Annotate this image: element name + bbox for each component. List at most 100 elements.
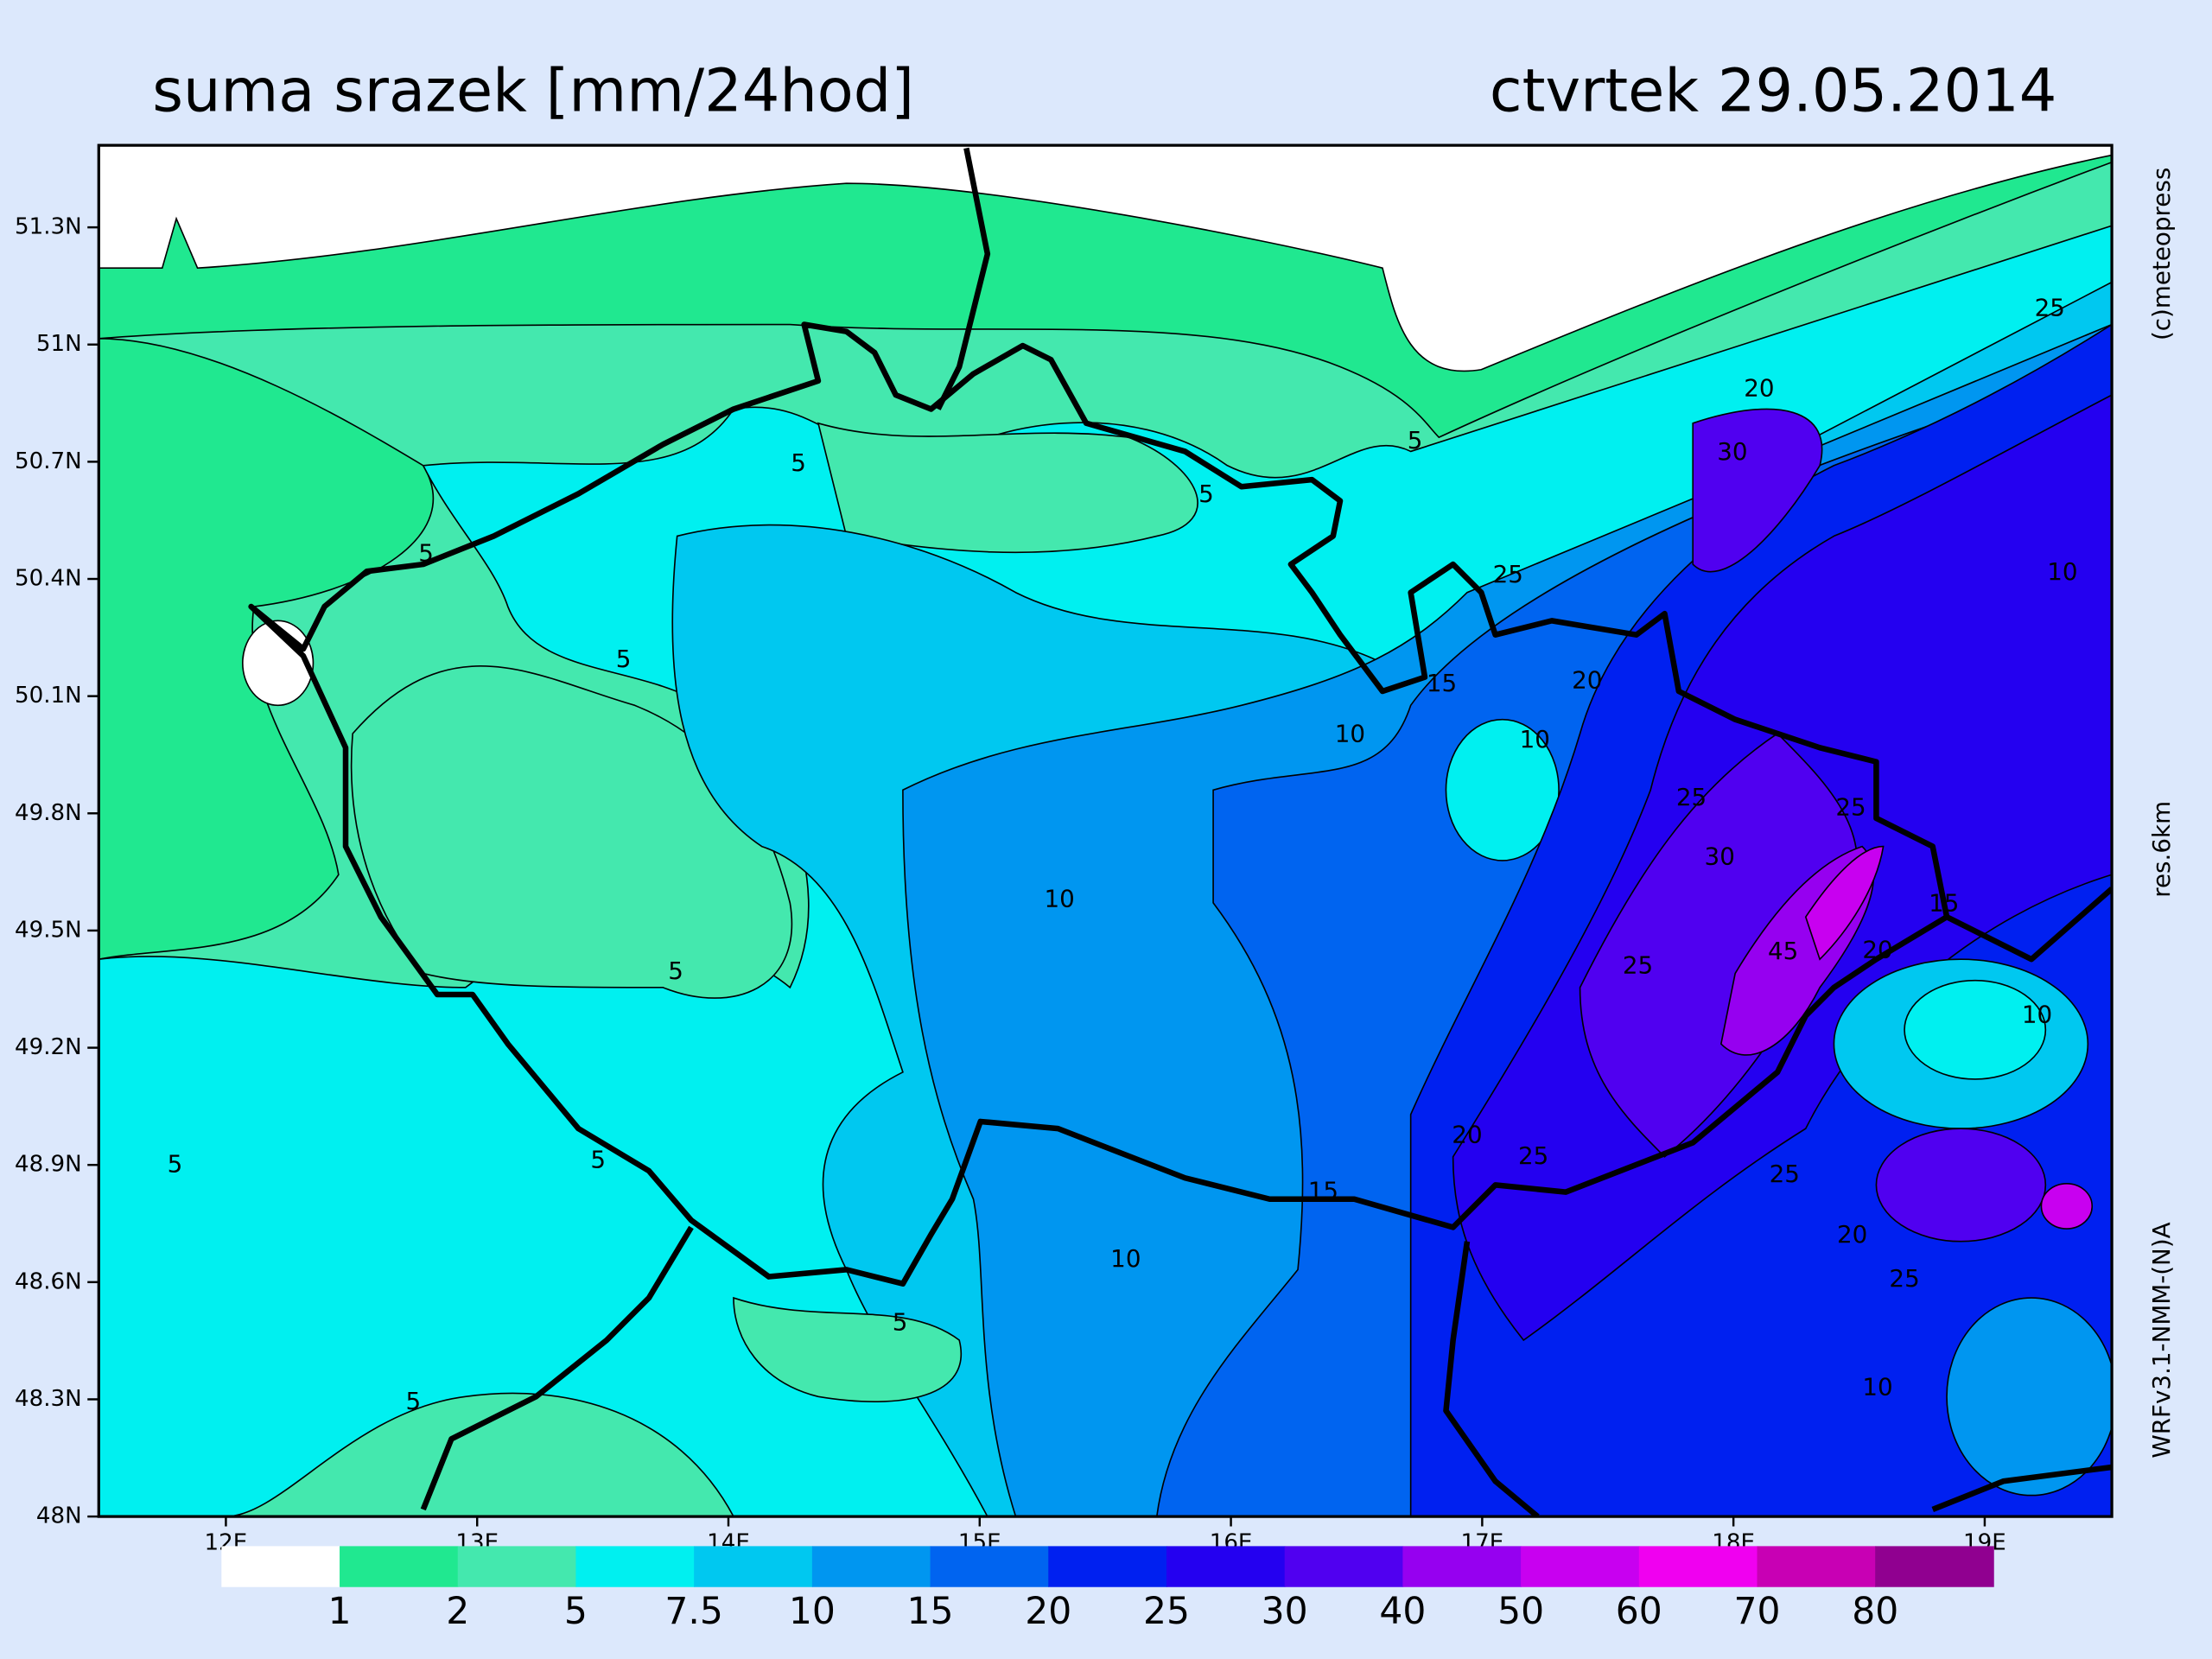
legend-swatch (1048, 1546, 1167, 1587)
title: suma srazek [mm/24hod] (152, 56, 914, 125)
legend-swatch (1284, 1546, 1404, 1587)
legend-swatch (457, 1546, 577, 1587)
country-border (935, 147, 991, 410)
lat-tick-label: 51.3N (15, 214, 82, 240)
contour-label: 45 (1768, 937, 1798, 965)
contour-label: 15 (1929, 889, 1959, 918)
contour-label: 5 (1408, 426, 1423, 454)
lat-tick-label: 48.3N (15, 1386, 82, 1412)
country-border (1945, 887, 2113, 963)
country-border (1931, 1464, 2113, 1512)
contour-label: 15 (1308, 1177, 1338, 1205)
resolution: res.6km (2147, 801, 2176, 898)
contour-label: 20 (1572, 666, 1602, 695)
legend-label: 70 (1734, 1591, 1781, 1633)
contour-label: 10 (1335, 720, 1365, 748)
contour-label: 25 (1676, 783, 1707, 811)
date: ctvrtek 29.05.2014 (1490, 56, 2056, 125)
contour-label: 10 (1520, 725, 1550, 753)
precip-area (733, 1296, 962, 1403)
contour-label: 25 (1835, 793, 1866, 822)
lat-tick-label: 49.2N (15, 1034, 82, 1060)
contour-label: 5 (893, 1307, 908, 1336)
contour-label: 5 (406, 1387, 422, 1415)
map-frame (97, 143, 2113, 1518)
legend-label: 10 (789, 1591, 836, 1633)
legend-label: 50 (1497, 1591, 1544, 1633)
contour-label: 20 (1452, 1120, 1482, 1148)
legend-swatch (930, 1546, 1050, 1587)
contour-label: 25 (1518, 1141, 1548, 1170)
country-border (420, 1225, 694, 1511)
contour-label: 10 (2022, 1001, 2052, 1029)
lat-tick-label: 48N (36, 1503, 82, 1529)
legend-swatch (1166, 1546, 1286, 1587)
contour-label: 5 (418, 539, 434, 568)
precip-area (1904, 979, 2047, 1080)
legend-label: 7.5 (664, 1591, 722, 1633)
contour-label: 30 (1705, 842, 1735, 871)
contour-label: 10 (2047, 557, 2077, 586)
contour-label: 5 (168, 1150, 183, 1179)
contour-label: 25 (1493, 560, 1523, 588)
lat-tick-label: 48.6N (15, 1268, 82, 1294)
precip-area (1692, 408, 1823, 573)
contour-label: 25 (2035, 294, 2065, 322)
lat-tick-label: 48.9N (15, 1152, 82, 1178)
legend-label: 5 (564, 1591, 588, 1633)
contour-label: 5 (791, 448, 806, 477)
precip-area (1946, 1297, 2113, 1497)
legend-label: 60 (1616, 1591, 1662, 1633)
legend-label: 2 (446, 1591, 469, 1633)
model: WRFv3.1-NMM-(N)A (2147, 1222, 2176, 1458)
contour-label: 25 (1889, 1264, 1919, 1293)
precip-area (99, 145, 2113, 372)
contour-label: 25 (1770, 1160, 1800, 1188)
contour-label: 25 (1623, 950, 1653, 979)
contour-label: 20 (1837, 1220, 1867, 1249)
axes: 51.3N 51N 50.7N 50.4N 50.1N 49.8N 49.5N 49.2N 48… (15, 214, 2006, 1556)
contour-label: 15 (1427, 669, 1457, 697)
precip-area (2040, 1182, 2094, 1230)
contour-label: 5 (590, 1146, 606, 1174)
legend-swatch (575, 1546, 695, 1587)
legend-swatch (1875, 1546, 1994, 1587)
legend-swatch (1757, 1546, 1877, 1587)
legend-swatch (1521, 1546, 1640, 1587)
lat-tick-label: 50.4N (15, 566, 82, 592)
lat-tick-label: 50.1N (15, 683, 82, 709)
legend-label: 20 (1025, 1591, 1071, 1633)
legend-label: 30 (1262, 1591, 1308, 1633)
legend-swatch (221, 1546, 340, 1587)
legend-label: 80 (1852, 1591, 1898, 1633)
legend: 1 2 5 7.5 10 15 20 25 30 40 50 60 70 80 (221, 1546, 1994, 1633)
legend-swatch (811, 1546, 931, 1587)
legend-swatch (340, 1546, 459, 1587)
lat-tick-label: 49.8N (15, 800, 82, 826)
contour-label: 20 (1862, 935, 1892, 963)
contour-label: 20 (1744, 374, 1774, 403)
legend-label: 1 (328, 1591, 352, 1633)
country-border (248, 321, 1950, 1287)
contour-label: 5 (1198, 480, 1214, 508)
copyright: (c)meteopress (2147, 168, 2176, 340)
legend-label: 40 (1379, 1591, 1426, 1633)
legend-swatch (1638, 1546, 1758, 1587)
precip-area (1804, 845, 1885, 961)
legend-label: 25 (1143, 1591, 1190, 1633)
legend-label: 15 (907, 1591, 954, 1633)
contour-label: 10 (1862, 1373, 1892, 1402)
lat-tick-label: 49.5N (15, 917, 82, 943)
precip-area (817, 422, 1198, 554)
contour-label: 10 (1044, 885, 1074, 913)
legend-swatch (694, 1546, 813, 1587)
lat-tick-label: 50.7N (15, 448, 82, 474)
contour-label: 5 (616, 645, 632, 673)
map-area: 5 20 25 30 10 5 5 5 25 5 15 20 10 10 25 25 30 15 10 45 20 25 5… (99, 145, 2113, 1517)
contour-label: 5 (668, 957, 683, 985)
precip-area (1875, 1128, 2047, 1243)
precip-area (1445, 718, 1560, 861)
contour-labels: 5 20 25 30 10 5 5 5 25 5 15 20 10 10 25 25 30 15 10 45 20 25 5… (168, 294, 2078, 1415)
contour-label: 10 (1110, 1244, 1141, 1273)
